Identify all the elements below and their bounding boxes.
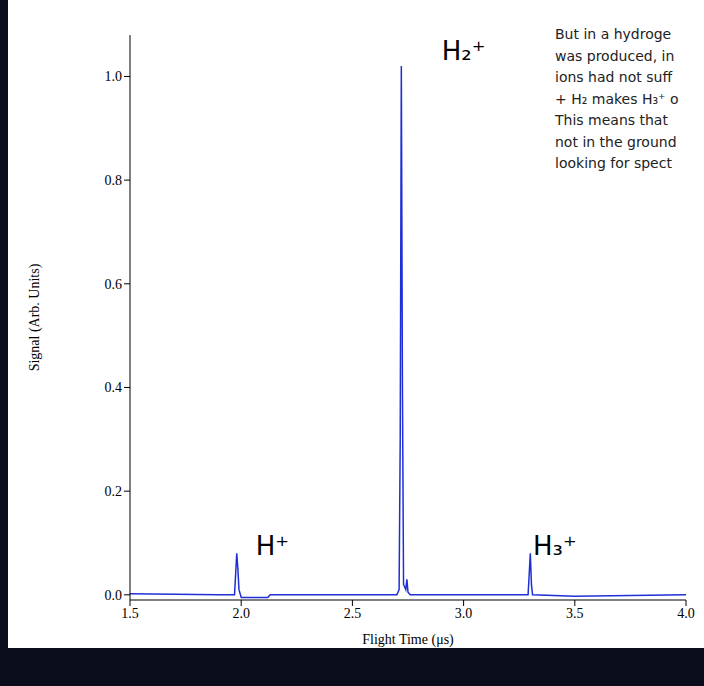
svg-text:0.4: 0.4	[105, 380, 123, 395]
svg-text:2.5: 2.5	[344, 606, 362, 621]
html-text:ions had not suff: ions had not suff	[555, 69, 673, 85]
svg-text:1.5: 1.5	[121, 606, 139, 621]
svg-text:H₃⁺: H₃⁺	[533, 531, 577, 561]
html-text:not in the ground: not in the ground	[555, 133, 677, 150]
svg-text:H₂⁺: H₂⁺	[442, 36, 486, 66]
html-text:This means that: This means that	[555, 112, 668, 128]
svg-text:0.0: 0.0	[105, 588, 123, 603]
svg-text:1.0: 1.0	[105, 69, 123, 84]
svg-text:H⁺: H⁺	[256, 531, 289, 561]
svg-text:Signal (Arb. Units): Signal (Arb. Units)	[27, 263, 43, 371]
svg-text:3.5: 3.5	[566, 606, 584, 621]
html-text:But in a hydroge: But in a hydroge	[555, 26, 672, 42]
html-text:+ H₂ makes H₃⁺ o: + H₂ makes H₃⁺ o	[555, 90, 679, 107]
html-text:looking for spect: looking for spect	[555, 155, 672, 171]
svg-text:0.6: 0.6	[105, 277, 123, 292]
svg-text:0.2: 0.2	[105, 484, 123, 499]
svg-text:2.0: 2.0	[232, 606, 250, 621]
svg-text:0.8: 0.8	[105, 173, 123, 188]
svg-text:3.0: 3.0	[455, 606, 473, 621]
svg-text:Flight Time (μs): Flight Time (μs)	[362, 632, 454, 648]
svg-text:4.0: 4.0	[677, 606, 695, 621]
html-text:was produced, in: was produced, in	[555, 47, 675, 64]
